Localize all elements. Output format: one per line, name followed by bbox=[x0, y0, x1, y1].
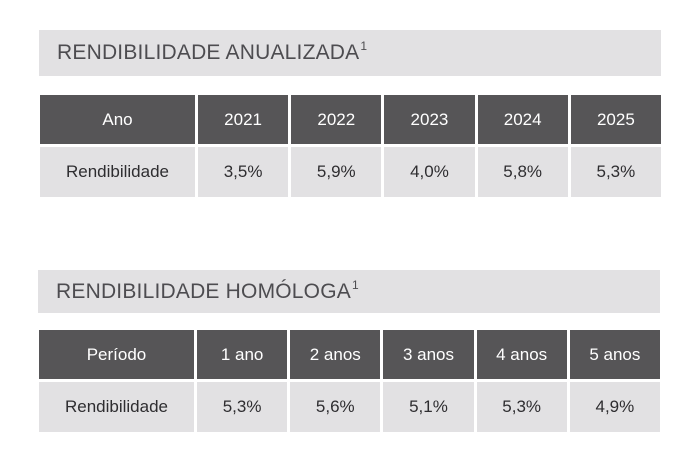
value-cell: 4,0% bbox=[384, 147, 475, 197]
footnote-marker: 1 bbox=[351, 277, 359, 292]
section-title-text: RENDIBILIDADE ANUALIZADA bbox=[57, 41, 360, 64]
value-cell: 4,9% bbox=[569, 382, 660, 432]
header-label: Período bbox=[39, 330, 194, 379]
section-title-homologous: RENDIBILIDADE HOMÓLOGA 1 bbox=[38, 270, 660, 313]
value-cell: 5,3% bbox=[476, 382, 567, 432]
column-header: 3 anos bbox=[383, 330, 474, 379]
column-header: 2025 bbox=[570, 95, 661, 144]
value-cell: 5,6% bbox=[290, 382, 381, 432]
homologous-returns-table: Período 1 ano 2 anos 3 anos 4 anos 5 ano… bbox=[36, 327, 663, 435]
column-header: 2023 bbox=[384, 95, 475, 144]
value-cell: 5,8% bbox=[477, 147, 568, 197]
table-header-row: Período 1 ano 2 anos 3 anos 4 anos 5 ano… bbox=[39, 330, 660, 379]
column-header: 2 anos bbox=[290, 330, 381, 379]
annualized-returns-table: Ano 2021 2022 2023 2024 2025 Rendibilida… bbox=[37, 92, 664, 200]
table-header-row: Ano 2021 2022 2023 2024 2025 bbox=[40, 95, 661, 144]
value-cell: 5,3% bbox=[197, 382, 288, 432]
column-header: 1 ano bbox=[197, 330, 288, 379]
value-cell: 5,9% bbox=[291, 147, 382, 197]
section-title-annualized: RENDIBILIDADE ANUALIZADA 1 bbox=[39, 30, 661, 76]
value-cell: 5,3% bbox=[570, 147, 661, 197]
footnote-marker: 1 bbox=[360, 39, 368, 53]
row-label: Rendibilidade bbox=[40, 147, 195, 197]
column-header: 2021 bbox=[198, 95, 289, 144]
column-header: 2022 bbox=[291, 95, 382, 144]
value-cell: 5,1% bbox=[383, 382, 474, 432]
column-header: 5 anos bbox=[569, 330, 660, 379]
column-header: 2024 bbox=[477, 95, 568, 144]
header-label: Ano bbox=[40, 95, 195, 144]
table-row: Rendibilidade 5,3% 5,6% 5,1% 5,3% 4,9% bbox=[39, 382, 660, 432]
table-row: Rendibilidade 3,5% 5,9% 4,0% 5,8% 5,3% bbox=[40, 147, 661, 197]
row-label: Rendibilidade bbox=[39, 382, 194, 432]
column-header: 4 anos bbox=[476, 330, 567, 379]
section-title-text: RENDIBILIDADE HOMÓLOGA bbox=[56, 279, 351, 303]
value-cell: 3,5% bbox=[198, 147, 289, 197]
